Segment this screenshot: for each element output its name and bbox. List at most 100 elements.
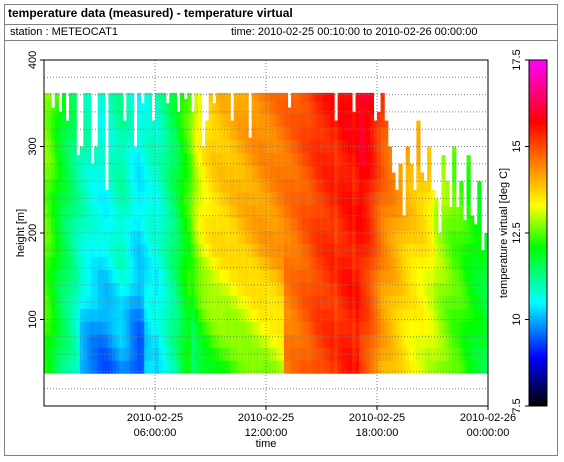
- heatmap-cell: [79, 191, 84, 206]
- heatmap-cell: [273, 152, 278, 167]
- heatmap-cell: [427, 295, 432, 309]
- heatmap-cell: [459, 282, 464, 296]
- heatmap-cell: [230, 191, 235, 206]
- heatmap-cell: [273, 308, 278, 322]
- heatmap-cell: [219, 269, 224, 283]
- heatmap-cell: [72, 360, 77, 374]
- heatmap-cell: [104, 204, 110, 219]
- heatmap-cell: [384, 165, 389, 180]
- heatmap-cell: [158, 139, 163, 154]
- heatmap-cell: [187, 243, 192, 257]
- heatmap-cell: [90, 308, 95, 322]
- heatmap-cell: [373, 282, 378, 296]
- heatmap-cell: [266, 360, 271, 374]
- heatmap-cell: [208, 92, 213, 102]
- heatmap-cell: [144, 282, 149, 296]
- heatmap-cell: [466, 360, 471, 374]
- heatmap-cell: [137, 269, 142, 283]
- heatmap-cell: [155, 178, 160, 193]
- heatmap-cell: [205, 321, 210, 335]
- heatmap-cell: [276, 321, 281, 335]
- heatmap-cell: [348, 100, 353, 115]
- heatmap-cell: [351, 113, 357, 128]
- heatmap-cell: [101, 321, 106, 335]
- heatmap-cell: [348, 256, 353, 270]
- heatmap-cell: [115, 152, 120, 167]
- heatmap-cell: [387, 308, 392, 322]
- heatmap-cell: [83, 256, 88, 270]
- heatmap-cell: [348, 152, 353, 167]
- heatmap-cell: [330, 178, 335, 193]
- heatmap-cell: [344, 308, 349, 322]
- heatmap-cell: [172, 92, 178, 102]
- heatmap-cell: [72, 269, 77, 283]
- heatmap-cell: [287, 282, 292, 296]
- heatmap-cell: [455, 347, 460, 361]
- heatmap-cell: [251, 217, 256, 232]
- heatmap-cell: [262, 321, 267, 335]
- heatmap-cell: [83, 321, 88, 335]
- heatmap-cell: [205, 152, 210, 167]
- heatmap-cell: [230, 295, 235, 309]
- heatmap-cell: [112, 152, 117, 167]
- heatmap-cell: [126, 230, 131, 244]
- heatmap-cell: [298, 360, 303, 374]
- heatmap-cell: [369, 256, 375, 270]
- heatmap-cell: [97, 92, 102, 102]
- heatmap-cell: [205, 269, 210, 283]
- heatmap-cell: [230, 256, 235, 270]
- heatmap-cell: [126, 334, 131, 348]
- heatmap-cell: [69, 152, 74, 167]
- heatmap-cell: [61, 321, 67, 335]
- heatmap-cell: [83, 165, 88, 180]
- heatmap-cell: [341, 295, 346, 309]
- heatmap-cell: [294, 152, 299, 167]
- heatmap-cell: [129, 256, 135, 270]
- heatmap-cell: [466, 308, 471, 322]
- heatmap-cell: [97, 217, 102, 232]
- heatmap-cell: [437, 233, 443, 244]
- heatmap-cell: [69, 92, 74, 102]
- heatmap-cell: [233, 243, 238, 257]
- heatmap-cell: [137, 256, 142, 270]
- heatmap-cell: [183, 334, 188, 348]
- heatmap-cell: [155, 256, 160, 270]
- heatmap-cell: [459, 308, 464, 322]
- heatmap-cell: [445, 321, 450, 335]
- heatmap-cell: [119, 360, 124, 374]
- heatmap-cell: [44, 191, 49, 206]
- heatmap-cell: [427, 334, 432, 348]
- heatmap-cell: [137, 113, 142, 128]
- heatmap-cell: [405, 204, 410, 219]
- heatmap-cell: [341, 139, 346, 154]
- heatmap-cell: [473, 256, 478, 270]
- heatmap-cell: [137, 100, 142, 115]
- heatmap-cell: [473, 282, 478, 296]
- heatmap-cell: [341, 321, 346, 335]
- heatmap-cell: [104, 189, 110, 193]
- heatmap-cell: [258, 152, 264, 167]
- heatmap-cell: [94, 295, 99, 309]
- heatmap-cell: [387, 217, 392, 232]
- heatmap-cell: [190, 126, 195, 141]
- heatmap-cell: [419, 178, 425, 193]
- heatmap-cell: [122, 243, 127, 257]
- heatmap-cell: [366, 269, 371, 283]
- heatmap-cell: [462, 243, 468, 257]
- heatmap-cell: [44, 152, 49, 167]
- heatmap-cell: [330, 217, 335, 232]
- heatmap-cell: [298, 334, 303, 348]
- heatmap-cell: [273, 92, 278, 102]
- heatmap-cell: [61, 152, 67, 167]
- heatmap-cell: [419, 282, 425, 296]
- heatmap-cell: [54, 178, 59, 193]
- heatmap-cell: [112, 230, 117, 244]
- heatmap-cell: [319, 217, 324, 232]
- heatmap-cell: [455, 230, 460, 244]
- heatmap-cell: [83, 217, 88, 232]
- heatmap-cell: [47, 256, 52, 270]
- heatmap-cell: [76, 230, 81, 244]
- heatmap-cell: [312, 360, 317, 374]
- heatmap-cell: [348, 178, 353, 193]
- heatmap-cell: [94, 146, 99, 154]
